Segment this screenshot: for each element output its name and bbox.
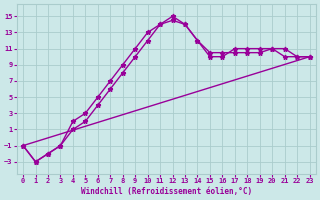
- X-axis label: Windchill (Refroidissement éolien,°C): Windchill (Refroidissement éolien,°C): [81, 187, 252, 196]
